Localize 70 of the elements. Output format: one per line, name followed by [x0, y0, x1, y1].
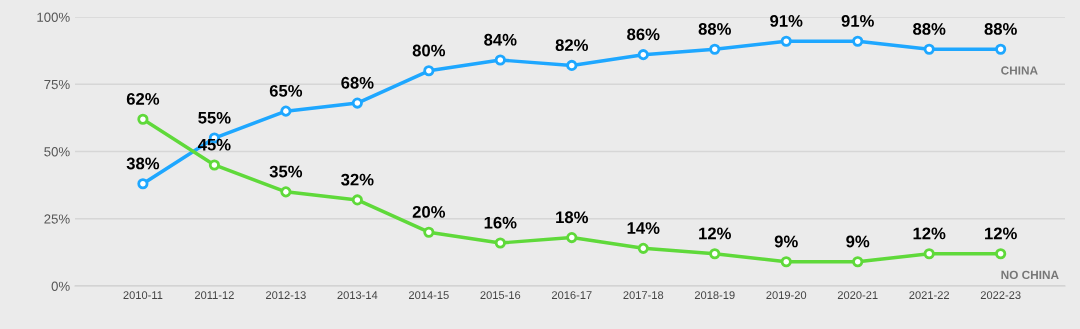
data-label: 35%	[269, 165, 303, 178]
data-label: 65%	[269, 84, 303, 97]
point	[637, 242, 649, 254]
point	[852, 35, 864, 47]
x-tick-label: 2012-13	[266, 291, 306, 300]
data-label: 12%	[913, 227, 946, 240]
y-tick-label: 0%	[51, 281, 70, 291]
data-label: 12%	[985, 227, 1017, 240]
series-label: CHINA	[1001, 66, 1038, 75]
data-label: 38%	[126, 157, 160, 170]
data-label: 32%	[341, 173, 374, 186]
point	[208, 159, 220, 171]
data-label: 12%	[699, 227, 731, 240]
x-tick-label: 2020-21	[837, 291, 878, 300]
series-label: NO CHINA	[1001, 270, 1059, 280]
data-label: 91%	[841, 15, 874, 27]
point	[351, 194, 363, 206]
point	[709, 43, 721, 55]
point	[995, 248, 1007, 260]
point	[923, 43, 935, 55]
data-label: 91%	[770, 15, 803, 27]
point	[137, 113, 149, 125]
point	[709, 248, 721, 260]
point	[852, 256, 864, 268]
point	[423, 226, 435, 238]
x-tick-label: 2013-14	[337, 291, 378, 300]
data-label: 18%	[556, 211, 589, 224]
point	[423, 65, 435, 77]
point	[280, 105, 292, 117]
point	[566, 232, 578, 244]
x-tick-label: 2015-16	[480, 291, 521, 300]
x-tick-label: 2022-23	[980, 291, 1021, 300]
data-label: 88%	[698, 23, 731, 35]
x-tick-label: 2011-12	[194, 291, 234, 300]
data-label: 14%	[627, 222, 660, 234]
data-label: 9%	[774, 235, 798, 248]
x-tick-label: 2018-19	[694, 291, 735, 300]
x-tick-label: 2014-15	[409, 291, 449, 300]
y-tick-label: 50%	[44, 147, 70, 157]
data-label: 9%	[846, 235, 870, 248]
point	[780, 256, 792, 268]
data-label: 88%	[913, 23, 946, 35]
point	[351, 97, 363, 109]
point	[494, 54, 506, 66]
data-label: 20%	[412, 205, 446, 218]
y-tick-label: 25%	[44, 214, 70, 224]
data-label: 16%	[484, 216, 517, 229]
x-tick-label: 2010-11	[123, 291, 163, 300]
y-tick-label: 100%	[37, 12, 70, 22]
point	[923, 248, 935, 260]
point	[494, 237, 506, 249]
data-label: 88%	[984, 23, 1017, 35]
point	[137, 178, 149, 190]
x-tick-label: 2016-17	[551, 291, 592, 300]
data-label: 80%	[412, 44, 446, 57]
x-tick-label: 2021-22	[909, 291, 950, 300]
data-label: 62%	[126, 93, 160, 105]
point	[566, 59, 578, 71]
point	[637, 49, 649, 61]
data-label: 68%	[341, 76, 374, 89]
data-label: 82%	[555, 39, 589, 52]
x-tick-label: 2017-18	[623, 291, 664, 300]
point	[780, 35, 792, 47]
point	[995, 43, 1007, 55]
x-tick-label: 2019-20	[766, 291, 807, 300]
data-label: 86%	[627, 28, 660, 41]
data-label: 84%	[484, 33, 517, 46]
y-tick-label: 75%	[44, 79, 70, 90]
data-label: 55%	[198, 111, 231, 124]
point	[280, 186, 292, 198]
